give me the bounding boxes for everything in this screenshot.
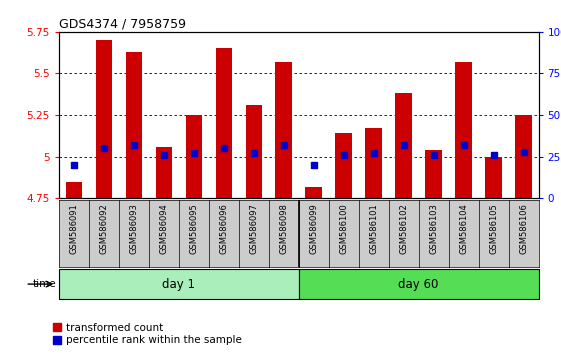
Bar bbox=[95, 40, 112, 198]
Text: GSM586100: GSM586100 bbox=[339, 203, 348, 254]
Bar bbox=[186, 115, 202, 198]
Text: GSM586098: GSM586098 bbox=[279, 203, 288, 254]
Bar bbox=[456, 62, 472, 198]
Bar bbox=[66, 182, 82, 198]
Text: GDS4374 / 7958759: GDS4374 / 7958759 bbox=[59, 18, 186, 31]
Bar bbox=[246, 105, 262, 198]
Bar bbox=[215, 48, 232, 198]
Text: day 1: day 1 bbox=[162, 278, 195, 291]
Bar bbox=[275, 62, 292, 198]
Bar bbox=[298, 269, 539, 299]
Text: GSM586091: GSM586091 bbox=[70, 203, 79, 254]
Bar bbox=[126, 52, 142, 198]
Text: GSM586101: GSM586101 bbox=[369, 203, 378, 254]
Bar bbox=[516, 115, 532, 198]
Text: GSM586096: GSM586096 bbox=[219, 203, 228, 254]
Bar bbox=[425, 150, 442, 198]
Bar bbox=[485, 156, 502, 198]
Text: GSM586092: GSM586092 bbox=[99, 203, 108, 254]
Text: GSM586094: GSM586094 bbox=[159, 203, 168, 254]
Text: GSM586103: GSM586103 bbox=[429, 203, 438, 254]
Bar bbox=[396, 93, 412, 198]
Text: GSM586102: GSM586102 bbox=[399, 203, 408, 254]
Bar bbox=[335, 133, 352, 198]
Text: day 60: day 60 bbox=[398, 278, 439, 291]
Bar bbox=[59, 269, 298, 299]
Text: GSM586105: GSM586105 bbox=[489, 203, 498, 254]
Text: GSM586093: GSM586093 bbox=[130, 203, 139, 254]
Bar bbox=[365, 129, 382, 198]
Text: GSM586106: GSM586106 bbox=[519, 203, 528, 254]
Bar bbox=[306, 187, 322, 198]
Bar bbox=[155, 147, 172, 198]
Text: GSM586097: GSM586097 bbox=[249, 203, 258, 254]
Text: GSM586099: GSM586099 bbox=[309, 203, 318, 254]
Text: GSM586104: GSM586104 bbox=[459, 203, 468, 254]
Text: time: time bbox=[33, 279, 56, 289]
Legend: transformed count, percentile rank within the sample: transformed count, percentile rank withi… bbox=[53, 322, 242, 345]
Text: GSM586095: GSM586095 bbox=[189, 203, 198, 254]
